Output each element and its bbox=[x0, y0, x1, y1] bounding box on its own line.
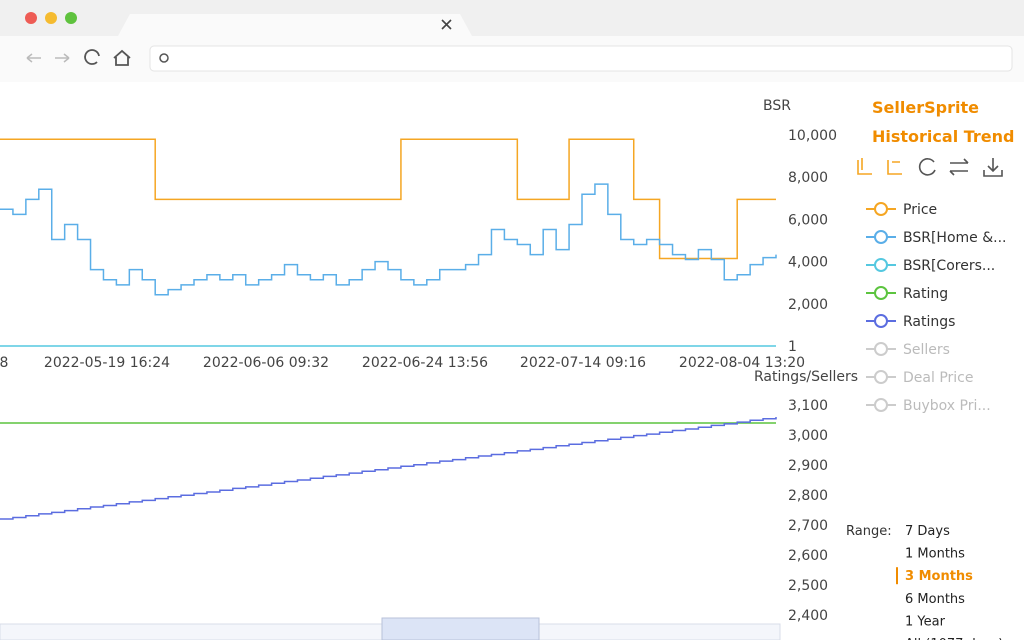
y-tick-label: 2,400 bbox=[788, 608, 828, 624]
x-tick-label: 2022-07-14 09:16 bbox=[520, 355, 646, 371]
x-tick-label: 2022-06-24 13:56 bbox=[362, 355, 488, 371]
zoom-tool[interactable] bbox=[857, 158, 872, 175]
legend-label[interactable]: BSR[Home &... bbox=[903, 230, 1007, 246]
legend-label[interactable]: Deal Price bbox=[903, 370, 973, 386]
panel-title: Historical Trend bbox=[872, 127, 1015, 146]
download[interactable] bbox=[983, 158, 1003, 177]
search-icon bbox=[159, 53, 169, 63]
y-tick-label: 2,800 bbox=[788, 488, 828, 504]
y-tick-label: 8,000 bbox=[788, 170, 828, 186]
y-tick-label: 2,600 bbox=[788, 548, 828, 564]
switch[interactable] bbox=[949, 158, 969, 176]
close-dot[interactable] bbox=[25, 12, 37, 24]
y-tick-label: 2,000 bbox=[788, 297, 828, 313]
legend-label[interactable]: Rating bbox=[903, 286, 948, 302]
legend-marker[interactable] bbox=[874, 258, 888, 272]
maximize-dot[interactable] bbox=[65, 12, 77, 24]
minimize-dot[interactable] bbox=[45, 12, 57, 24]
range-option[interactable]: 3 Months bbox=[905, 569, 973, 584]
home[interactable] bbox=[113, 49, 131, 66]
zoom-reset[interactable] bbox=[887, 160, 902, 175]
y-tick-label: 4,000 bbox=[788, 255, 828, 271]
tab[interactable] bbox=[118, 14, 472, 36]
legend-label[interactable]: Price bbox=[903, 202, 937, 218]
legend-marker[interactable] bbox=[874, 398, 888, 412]
restore[interactable] bbox=[918, 158, 936, 176]
series-line bbox=[0, 183, 777, 296]
legend-label[interactable]: BSR[Corers... bbox=[903, 258, 995, 274]
y-tick-label: 2,500 bbox=[788, 578, 828, 594]
y-tick-label: 3,100 bbox=[788, 398, 828, 414]
series-line bbox=[0, 138, 776, 260]
range-option[interactable]: All (1077 days) bbox=[905, 637, 1003, 640]
reload[interactable] bbox=[84, 49, 100, 65]
range-option[interactable]: 1 Year bbox=[905, 614, 946, 629]
legend-label[interactable]: Sellers bbox=[903, 342, 950, 358]
y-tick-label: 10,000 bbox=[788, 128, 837, 144]
legend-marker[interactable] bbox=[874, 342, 888, 356]
legend-marker[interactable] bbox=[874, 370, 888, 384]
y-tick-label: 3,000 bbox=[788, 428, 828, 444]
axis-label: BSR bbox=[763, 98, 791, 114]
forward[interactable] bbox=[55, 53, 70, 63]
legend-marker[interactable] bbox=[874, 202, 888, 216]
zoom-window[interactable] bbox=[381, 617, 540, 640]
x-tick-label: 8 bbox=[0, 355, 8, 371]
axis-label: Ratings/Sellers bbox=[754, 369, 858, 385]
range-option[interactable]: 1 Months bbox=[905, 547, 965, 562]
legend-marker[interactable] bbox=[874, 314, 888, 328]
x-tick-label: 2022-08-04 13:20 bbox=[679, 355, 805, 371]
legend-label[interactable]: Ratings bbox=[903, 314, 955, 330]
range-option[interactable]: 6 Months bbox=[905, 592, 965, 607]
toolbox bbox=[857, 158, 1003, 177]
back[interactable] bbox=[26, 53, 41, 63]
tab-close[interactable] bbox=[441, 19, 452, 30]
y-tick-label: 6,000 bbox=[788, 212, 828, 228]
series-line bbox=[0, 417, 777, 520]
y-tick-label: 2,900 bbox=[788, 458, 828, 474]
range-label: Range: bbox=[846, 524, 892, 539]
y-tick-label: 1 bbox=[788, 339, 797, 355]
x-tick-label: 2022-05-19 16:24 bbox=[44, 355, 170, 371]
panel-title: SellerSprite bbox=[872, 98, 979, 117]
address-bar[interactable] bbox=[149, 45, 1013, 72]
legend-marker[interactable] bbox=[874, 230, 888, 244]
legend-label[interactable]: Buybox Pri... bbox=[903, 398, 991, 414]
x-tick-label: 2022-06-06 09:32 bbox=[203, 355, 329, 371]
range-option[interactable]: 7 Days bbox=[905, 524, 950, 539]
y-tick-label: 2,700 bbox=[788, 518, 828, 534]
legend-marker[interactable] bbox=[874, 286, 888, 300]
